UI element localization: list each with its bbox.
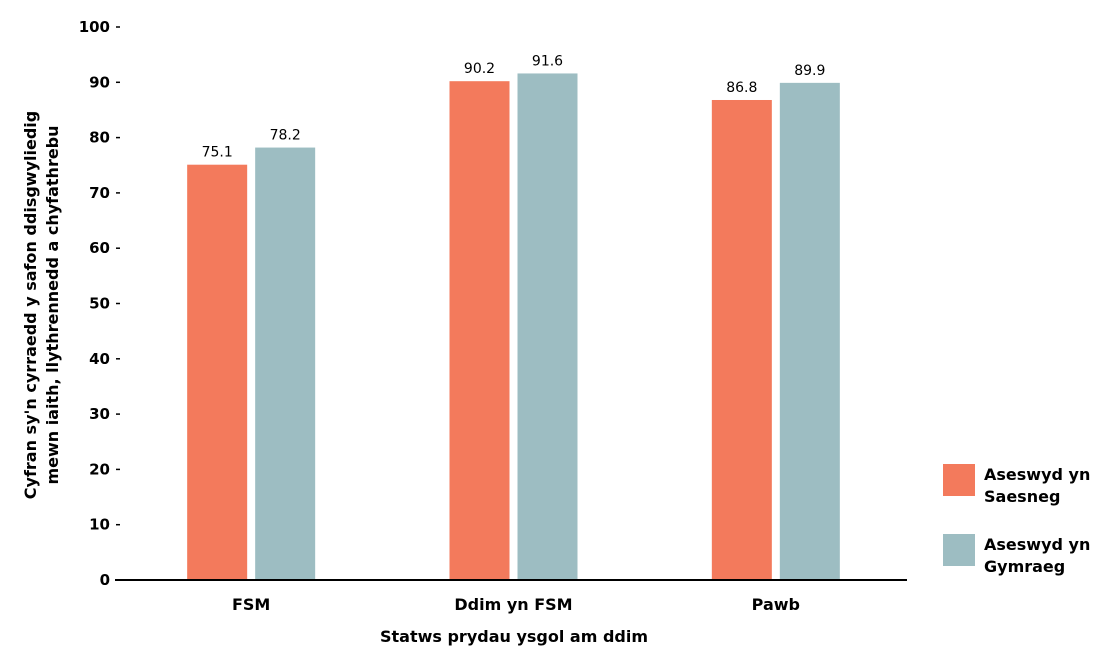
legend-swatch xyxy=(943,464,975,496)
bar xyxy=(449,81,510,580)
y-axis-title-line-1: Cyfran sy'n cyrraedd y safon ddisgwylied… xyxy=(21,111,40,499)
x-tick-label: Ddim yn FSM xyxy=(454,595,572,614)
y-tick-label: 70 xyxy=(89,184,110,202)
data-label: 86.8 xyxy=(726,80,757,96)
legend-label: Gymraeg xyxy=(984,557,1065,576)
data-label: 90.2 xyxy=(464,61,495,77)
y-axis-title: Cyfran sy'n cyrraedd y safon ddisgwylied… xyxy=(21,111,62,499)
x-tick-label: FSM xyxy=(232,595,270,614)
legend-label: Aseswyd yn xyxy=(984,465,1090,484)
y-tick-label: 50 xyxy=(89,295,110,313)
data-label: 78.2 xyxy=(270,128,301,144)
data-label: 75.1 xyxy=(202,145,233,161)
legend-swatch xyxy=(943,534,975,566)
data-label: 91.6 xyxy=(532,53,563,69)
y-tick-label: 100 xyxy=(79,18,110,36)
bar xyxy=(187,164,248,580)
data-label: 89.9 xyxy=(794,63,825,79)
plot-area: 0 10 20 30 40 50 60 70 80 90 100 75.1 78.2 FSM 90.2 91.… xyxy=(79,18,907,614)
y-tick-label: 90 xyxy=(89,73,110,91)
legend-label: Saesneg xyxy=(984,487,1060,506)
y-tick-label: 40 xyxy=(89,350,110,368)
bar xyxy=(517,73,578,581)
bar xyxy=(711,99,772,580)
x-tick-label: Pawb xyxy=(752,595,800,614)
legend-label: Aseswyd yn xyxy=(984,535,1090,554)
y-tick-label: 30 xyxy=(89,405,110,423)
y-tick-label: 20 xyxy=(89,460,110,478)
y-tick-label: 60 xyxy=(89,239,110,257)
y-tick-label: 80 xyxy=(89,129,110,147)
x-axis-title: Statws prydau ysgol am ddim xyxy=(380,627,648,646)
bar xyxy=(779,82,840,580)
bar xyxy=(255,147,316,580)
legend: Aseswyd yn Saesneg Aseswyd yn Gymraeg xyxy=(943,464,1090,576)
y-axis-title-line-2: mewn iaith, llythrennedd a chyfathrebu xyxy=(43,125,62,484)
y-tick-label: 10 xyxy=(89,516,110,534)
y-tick-label: 0 xyxy=(100,571,110,589)
